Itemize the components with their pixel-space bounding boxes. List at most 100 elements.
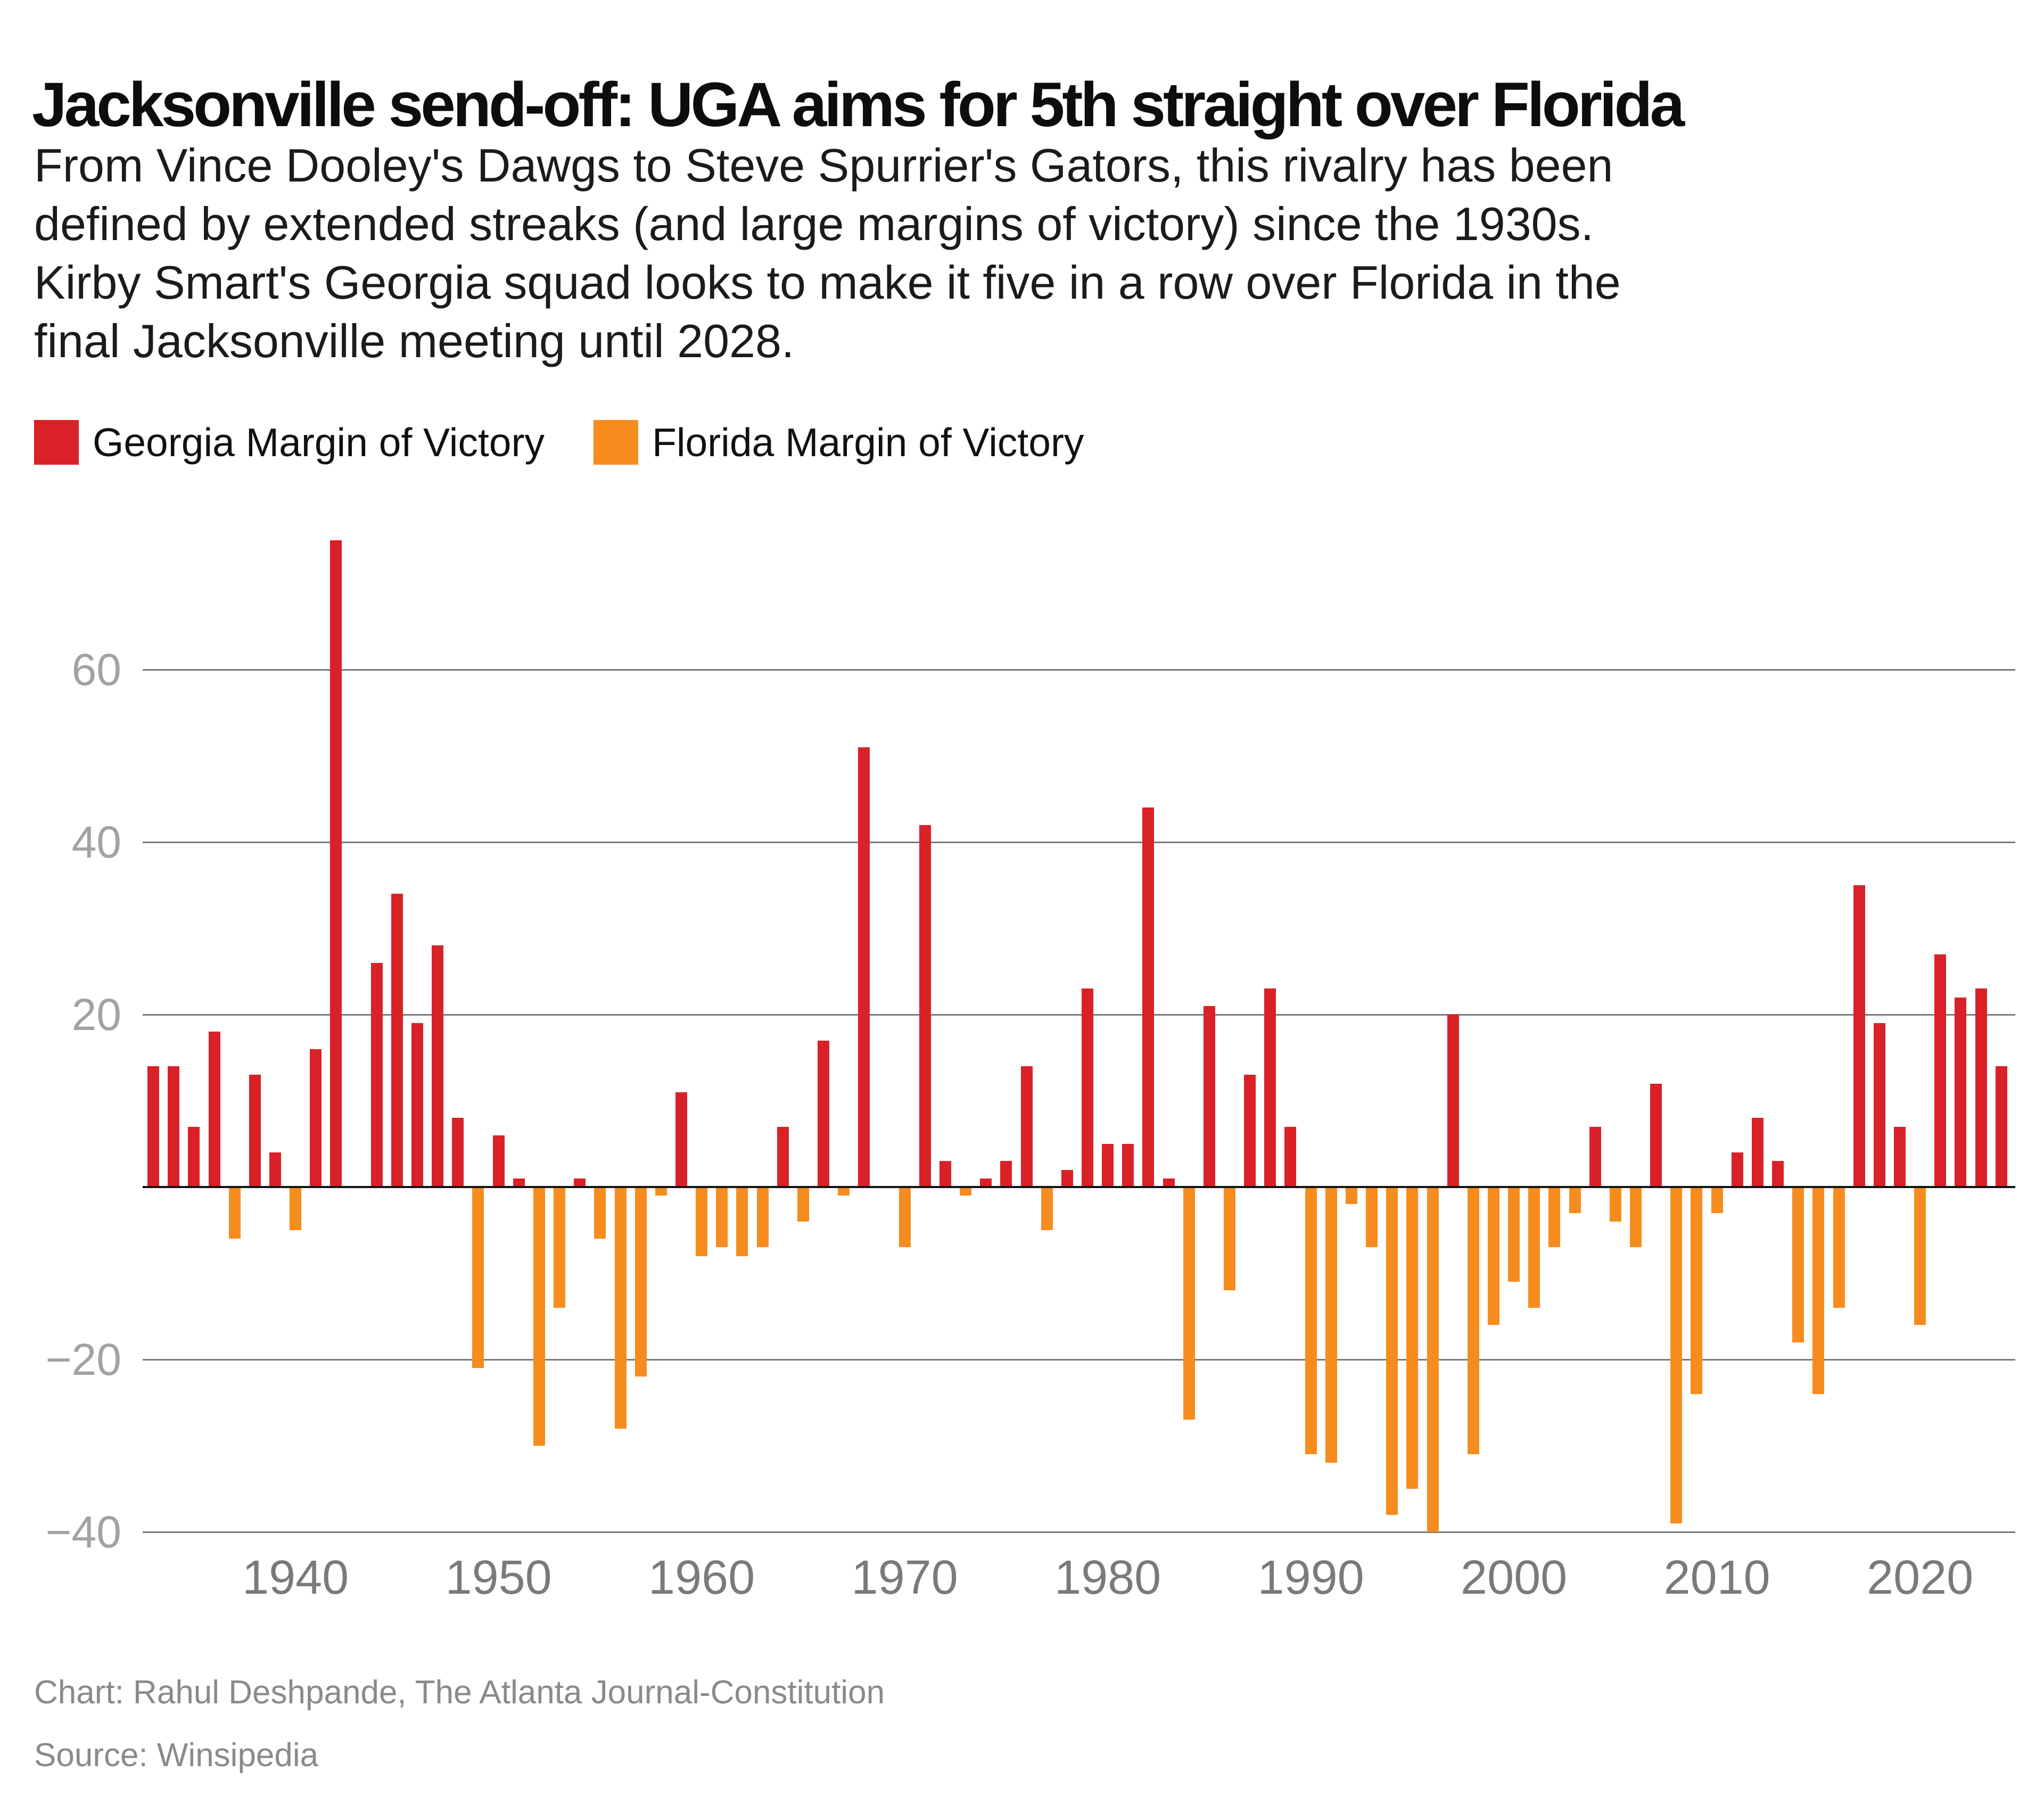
bar-1941[interactable] bbox=[310, 1049, 322, 1187]
legend: Georgia Margin of Victory Florida Margin … bbox=[34, 419, 1084, 465]
bar-2022[interactable] bbox=[1955, 997, 1967, 1187]
bar-2021[interactable] bbox=[1934, 954, 1947, 1187]
bar-2001[interactable] bbox=[1528, 1187, 1540, 1308]
bar-1966[interactable] bbox=[818, 1040, 830, 1187]
bar-1986[interactable] bbox=[1224, 1187, 1236, 1291]
bar-2004[interactable] bbox=[1589, 1126, 1601, 1187]
bar-2002[interactable] bbox=[1548, 1187, 1561, 1248]
bar-1995[interactable] bbox=[1406, 1187, 1419, 1489]
subtitle: From Vince Dooley's Dawgs to Steve Spurr… bbox=[34, 136, 1621, 370]
bar-1998[interactable] bbox=[1467, 1187, 1479, 1455]
bar-1940[interactable] bbox=[290, 1187, 302, 1230]
bar-2020[interactable] bbox=[1914, 1187, 1926, 1325]
bar-1985[interactable] bbox=[1203, 1006, 1215, 1187]
bar-1991[interactable] bbox=[1325, 1187, 1337, 1463]
bar-1963[interactable] bbox=[756, 1187, 769, 1248]
bar-1954[interactable] bbox=[574, 1178, 586, 1187]
bar-2000[interactable] bbox=[1508, 1187, 1520, 1282]
bar-1982[interactable] bbox=[1142, 807, 1155, 1187]
bar-2015[interactable] bbox=[1812, 1187, 1825, 1394]
bar-2008[interactable] bbox=[1670, 1187, 1683, 1523]
bar-1936[interactable] bbox=[208, 1032, 220, 1187]
gridline-20 bbox=[143, 1013, 2015, 1016]
bar-2024[interactable] bbox=[1995, 1066, 2007, 1187]
bar-1972[interactable] bbox=[939, 1161, 951, 1187]
bar-1965[interactable] bbox=[797, 1187, 809, 1222]
page-title: Jacksonville send-off: UGA aims for 5th … bbox=[32, 70, 1685, 141]
bar-1992[interactable] bbox=[1345, 1187, 1357, 1205]
bar-2007[interactable] bbox=[1650, 1083, 1662, 1187]
bar-1971[interactable] bbox=[919, 825, 931, 1187]
bar-1978[interactable] bbox=[1061, 1169, 1073, 1187]
bar-1949[interactable] bbox=[472, 1187, 484, 1369]
bar-1993[interactable] bbox=[1366, 1187, 1378, 1248]
bar-2014[interactable] bbox=[1792, 1187, 1804, 1342]
y-axis-label-40: 40 bbox=[71, 817, 121, 867]
bar-1955[interactable] bbox=[594, 1187, 606, 1239]
bar-2010[interactable] bbox=[1711, 1187, 1723, 1213]
footer-credit: Chart: Rahul Deshpande, The Atlanta Jour… bbox=[34, 1674, 885, 1711]
bar-2003[interactable] bbox=[1569, 1187, 1581, 1213]
bar-1988[interactable] bbox=[1264, 988, 1276, 1187]
bar-1959[interactable] bbox=[675, 1092, 687, 1187]
bar-1970[interactable] bbox=[899, 1187, 911, 1248]
bar-1948[interactable] bbox=[452, 1118, 464, 1187]
bar-1999[interactable] bbox=[1487, 1187, 1499, 1325]
bar-1977[interactable] bbox=[1041, 1187, 1053, 1230]
bar-2013[interactable] bbox=[1772, 1161, 1784, 1187]
bar-1935[interactable] bbox=[188, 1126, 200, 1187]
bar-1937[interactable] bbox=[228, 1187, 241, 1239]
bar-2006[interactable] bbox=[1630, 1187, 1642, 1248]
bar-1962[interactable] bbox=[736, 1187, 748, 1256]
bar-1960[interactable] bbox=[696, 1187, 708, 1256]
bar-1957[interactable] bbox=[634, 1187, 647, 1377]
bar-1961[interactable] bbox=[716, 1187, 728, 1248]
bar-1942[interactable] bbox=[330, 540, 342, 1187]
bar-1994[interactable] bbox=[1386, 1187, 1398, 1515]
bar-1933[interactable] bbox=[147, 1066, 160, 1187]
bar-1944[interactable] bbox=[370, 962, 383, 1187]
bar-1997[interactable] bbox=[1447, 1015, 1459, 1187]
bar-2017[interactable] bbox=[1853, 885, 1865, 1187]
bar-2019[interactable] bbox=[1893, 1126, 1906, 1187]
bar-1973[interactable] bbox=[960, 1187, 972, 1196]
bar-1976[interactable] bbox=[1020, 1066, 1033, 1187]
bar-2018[interactable] bbox=[1873, 1023, 1885, 1187]
bar-2016[interactable] bbox=[1833, 1187, 1845, 1308]
bar-2005[interactable] bbox=[1609, 1187, 1621, 1222]
bar-2012[interactable] bbox=[1751, 1118, 1763, 1187]
bar-1968[interactable] bbox=[858, 747, 870, 1187]
bar-2009[interactable] bbox=[1691, 1187, 1703, 1394]
bar-1990[interactable] bbox=[1305, 1187, 1317, 1455]
bar-1979[interactable] bbox=[1081, 988, 1093, 1187]
bar-1964[interactable] bbox=[777, 1126, 789, 1187]
bar-1975[interactable] bbox=[1000, 1161, 1012, 1187]
bar-1952[interactable] bbox=[533, 1187, 545, 1446]
bar-1951[interactable] bbox=[513, 1178, 525, 1187]
bar-1958[interactable] bbox=[655, 1187, 667, 1196]
bar-1981[interactable] bbox=[1122, 1144, 1134, 1187]
bar-1956[interactable] bbox=[614, 1187, 627, 1429]
subtitle-line-2: defined by extended streaks (and large m… bbox=[34, 197, 1594, 250]
bar-1984[interactable] bbox=[1183, 1187, 1195, 1420]
bar-1947[interactable] bbox=[432, 945, 444, 1187]
bar-1939[interactable] bbox=[269, 1152, 281, 1187]
bar-1946[interactable] bbox=[411, 1023, 424, 1187]
bar-1974[interactable] bbox=[980, 1178, 992, 1187]
bar-1967[interactable] bbox=[838, 1187, 850, 1196]
bar-2011[interactable] bbox=[1731, 1152, 1743, 1187]
bar-1945[interactable] bbox=[391, 894, 403, 1187]
bar-2023[interactable] bbox=[1975, 988, 1987, 1187]
x-axis-label-1960: 1960 bbox=[648, 1551, 755, 1604]
bar-1938[interactable] bbox=[249, 1075, 261, 1187]
bar-1950[interactable] bbox=[492, 1135, 505, 1187]
bar-1989[interactable] bbox=[1284, 1126, 1297, 1187]
bar-1980[interactable] bbox=[1102, 1144, 1114, 1187]
bar-1987[interactable] bbox=[1244, 1075, 1256, 1187]
bar-1953[interactable] bbox=[554, 1187, 566, 1308]
bar-1934[interactable] bbox=[168, 1066, 180, 1187]
bar-1983[interactable] bbox=[1163, 1178, 1175, 1187]
bar-1996[interactable] bbox=[1427, 1187, 1439, 1532]
gridline--20 bbox=[143, 1358, 2015, 1361]
